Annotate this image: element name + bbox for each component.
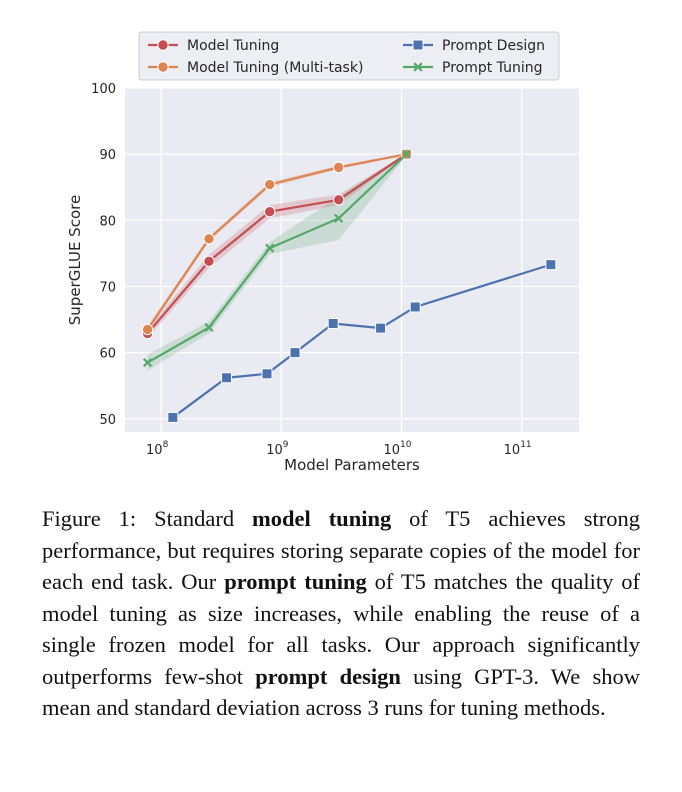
plot-area: [125, 88, 579, 432]
x-tick-base: 10: [146, 443, 163, 458]
x-tick-labels: 108 109 1010 1011: [146, 440, 532, 458]
y-tick-label: 100: [91, 82, 116, 97]
figure-caption: Figure 1: Standard model tuning of T5 ac…: [42, 503, 640, 724]
legend-label: Prompt Tuning: [442, 60, 543, 76]
data-point-square: [409, 301, 421, 313]
legend: Model Tuning Model Tuning (Multi-task) Pro…: [138, 31, 560, 81]
confidence-band: [147, 152, 407, 371]
x-tick-label: 1010: [384, 440, 412, 458]
data-point-circle: [332, 194, 345, 206]
legend-label: Model Tuning (Multi-task): [187, 60, 363, 76]
x-marker-stroke: [413, 62, 423, 72]
caption-seg-0: Figure 1: Standard: [42, 506, 253, 531]
data-point-square: [375, 322, 387, 334]
x-tick-exponent: 10: [400, 440, 412, 450]
caption-seg-2: of T5 achieves strong performance, but r…: [42, 506, 640, 594]
x-tick-base: 10: [266, 443, 283, 458]
data-point-square: [545, 259, 557, 271]
data-point-square: [261, 368, 273, 380]
caption-seg-6: using GPT-3. We show mean and standard d…: [42, 663, 640, 721]
x-tick-label: 109: [266, 440, 289, 458]
legend-label: Model Tuning: [187, 38, 279, 54]
x-marker-stroke: [204, 322, 214, 333]
series-lines: [146, 153, 552, 419]
data-point-circle: [157, 61, 169, 73]
x-tick-label: 108: [146, 440, 169, 458]
data-point-square: [327, 318, 339, 330]
series-line: [172, 263, 552, 419]
y-tick-label: 50: [99, 413, 116, 428]
y-tick-label: 60: [99, 347, 116, 362]
data-point-x: [401, 149, 412, 159]
x-tick-label: 1011: [504, 440, 532, 458]
data-point-circle: [263, 178, 276, 191]
caption-bold-prompt-design: prompt design: [255, 663, 401, 689]
data-point-square: [221, 372, 233, 384]
x-tick-exponent: 8: [163, 440, 169, 450]
x-marker-stroke: [401, 149, 412, 159]
y-tick-label: 90: [99, 148, 116, 163]
caption-bold-model-tuning: model tuning: [252, 506, 392, 531]
x-tick-base: 10: [384, 443, 401, 458]
data-point-circle: [332, 161, 345, 174]
x-tick-exponent: 9: [283, 440, 289, 450]
series-markers: [141, 148, 557, 423]
y-tick-label: 80: [99, 214, 116, 229]
y-tick-labels: 50 60 70 80 90 100: [91, 82, 116, 428]
x-axis-label: Model Parameters: [284, 456, 420, 474]
data-point-x: [204, 322, 214, 333]
data-point-square: [412, 39, 424, 51]
data-point-circle: [141, 323, 154, 336]
x-tick-base: 10: [504, 443, 521, 458]
data-point-circle: [203, 233, 215, 245]
data-point-x: [334, 213, 344, 223]
data-point-circle: [203, 255, 215, 268]
data-point-x: [142, 357, 153, 368]
caption-seg-4: of T5 matches the quality of model tunin…: [42, 569, 640, 689]
x-marker-stroke: [142, 357, 153, 368]
caption-bold-prompt-tuning: prompt tuning: [224, 569, 367, 594]
data-point-square: [289, 347, 301, 359]
grid-lines: [125, 87, 579, 432]
data-point-square: [167, 411, 179, 423]
data-point-x: [413, 62, 423, 72]
legend-label: Prompt Design: [442, 38, 545, 54]
data-point-x: [265, 243, 275, 253]
data-point-circle: [263, 206, 276, 218]
legend-box: [138, 31, 560, 81]
data-point-circle: [157, 39, 169, 51]
y-tick-label: 70: [99, 280, 116, 295]
x-marker-stroke: [334, 213, 344, 223]
x-marker-stroke: [265, 243, 275, 253]
y-axis-label: SuperGLUE Score: [66, 195, 84, 325]
x-tick-exponent: 11: [520, 440, 531, 450]
